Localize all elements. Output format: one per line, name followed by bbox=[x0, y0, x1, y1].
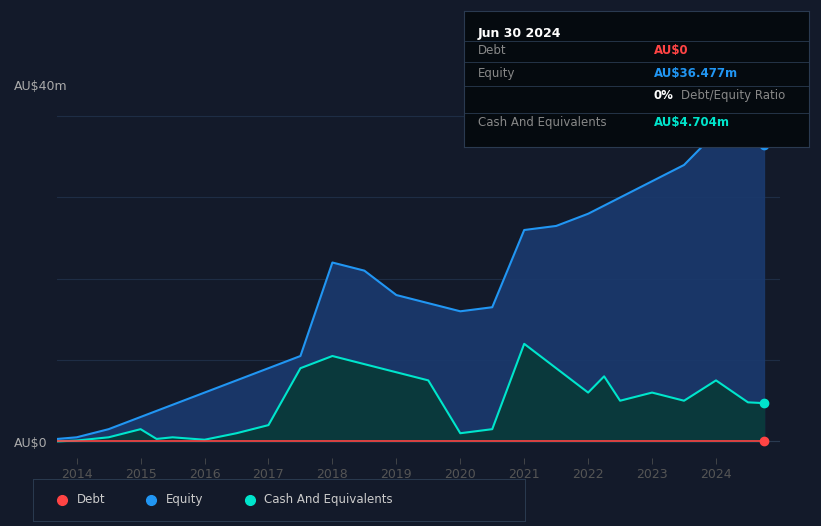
Text: Cash And Equivalents: Cash And Equivalents bbox=[264, 493, 393, 506]
Text: AU$40m: AU$40m bbox=[14, 80, 68, 93]
Text: Jun 30 2024: Jun 30 2024 bbox=[478, 27, 562, 40]
Text: Debt/Equity Ratio: Debt/Equity Ratio bbox=[681, 89, 786, 102]
Text: AU$36.477m: AU$36.477m bbox=[654, 67, 737, 80]
Text: Cash And Equivalents: Cash And Equivalents bbox=[478, 116, 606, 129]
Text: Debt: Debt bbox=[77, 493, 106, 506]
Text: Equity: Equity bbox=[166, 493, 204, 506]
Text: Debt: Debt bbox=[478, 44, 507, 57]
Text: AU$4.704m: AU$4.704m bbox=[654, 116, 730, 129]
Text: 0%: 0% bbox=[654, 89, 673, 102]
Text: Equity: Equity bbox=[478, 67, 515, 80]
Text: AU$0: AU$0 bbox=[654, 44, 688, 57]
Text: AU$0: AU$0 bbox=[14, 438, 48, 450]
